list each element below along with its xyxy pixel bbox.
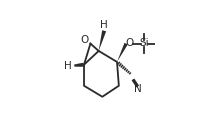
Text: N: N <box>134 84 142 94</box>
Text: O: O <box>126 38 134 48</box>
Text: H: H <box>100 20 108 30</box>
Polygon shape <box>99 30 106 51</box>
Polygon shape <box>117 43 128 62</box>
Text: H: H <box>64 61 71 71</box>
Text: O: O <box>80 35 88 45</box>
Text: Si: Si <box>140 38 149 48</box>
